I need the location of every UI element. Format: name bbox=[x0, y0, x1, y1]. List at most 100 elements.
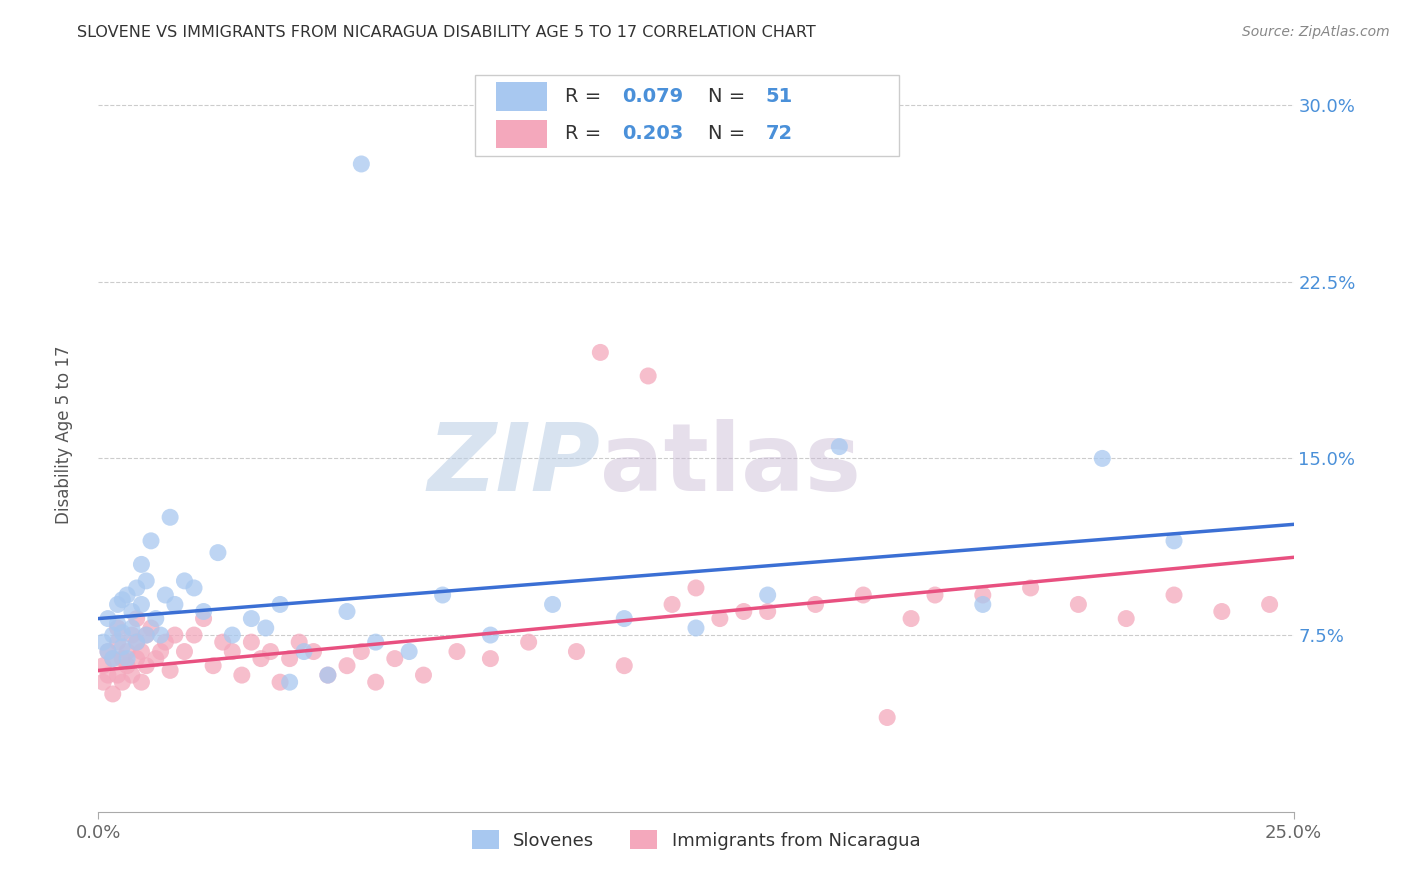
Point bbox=[131, 558, 153, 572]
Point bbox=[613, 611, 636, 625]
Point bbox=[125, 611, 148, 625]
Point bbox=[155, 635, 177, 649]
Point bbox=[1163, 588, 1185, 602]
Point bbox=[240, 635, 263, 649]
Legend: Slovenes, Immigrants from Nicaragua: Slovenes, Immigrants from Nicaragua bbox=[464, 823, 928, 857]
Point bbox=[163, 628, 186, 642]
Point bbox=[733, 605, 755, 619]
Point bbox=[107, 635, 129, 649]
Point bbox=[1115, 611, 1137, 625]
Point bbox=[316, 668, 339, 682]
Text: 72: 72 bbox=[765, 125, 793, 144]
Bar bbox=[496, 120, 547, 148]
Point bbox=[101, 651, 124, 665]
Text: R =: R = bbox=[565, 125, 607, 144]
Point bbox=[107, 616, 129, 631]
Point bbox=[900, 611, 922, 625]
Point bbox=[269, 675, 291, 690]
Point bbox=[288, 635, 311, 649]
Point bbox=[1091, 451, 1114, 466]
Point bbox=[159, 664, 181, 678]
Point bbox=[163, 598, 186, 612]
Point bbox=[91, 675, 114, 690]
Point bbox=[661, 598, 683, 612]
Text: 0.203: 0.203 bbox=[621, 125, 683, 144]
Point bbox=[101, 628, 124, 642]
Point bbox=[97, 611, 120, 625]
FancyBboxPatch shape bbox=[475, 75, 900, 156]
Point bbox=[97, 644, 120, 658]
Point bbox=[637, 368, 659, 383]
Point bbox=[221, 628, 243, 642]
Point bbox=[173, 644, 195, 658]
Point bbox=[121, 668, 143, 682]
Text: ZIP: ZIP bbox=[427, 419, 600, 511]
Text: N =: N = bbox=[709, 125, 751, 144]
Point bbox=[121, 621, 143, 635]
Point bbox=[139, 533, 162, 548]
Point bbox=[565, 644, 588, 658]
Point bbox=[589, 345, 612, 359]
Point bbox=[183, 628, 205, 642]
Point bbox=[972, 588, 994, 602]
Point bbox=[135, 628, 157, 642]
Y-axis label: Disability Age 5 to 17: Disability Age 5 to 17 bbox=[55, 345, 73, 524]
Point bbox=[231, 668, 253, 682]
Point bbox=[145, 651, 167, 665]
Point bbox=[149, 628, 172, 642]
Point bbox=[211, 635, 233, 649]
Point bbox=[613, 658, 636, 673]
Point bbox=[125, 635, 148, 649]
Point bbox=[250, 651, 273, 665]
Point bbox=[101, 687, 124, 701]
Point bbox=[131, 675, 153, 690]
Point bbox=[173, 574, 195, 588]
Point bbox=[240, 611, 263, 625]
Point bbox=[446, 644, 468, 658]
Point bbox=[432, 588, 454, 602]
Point bbox=[364, 635, 387, 649]
Point bbox=[115, 644, 138, 658]
Point bbox=[292, 644, 315, 658]
Point bbox=[125, 635, 148, 649]
Point bbox=[207, 546, 229, 560]
Point bbox=[91, 635, 114, 649]
Point bbox=[111, 625, 134, 640]
Point bbox=[828, 440, 851, 454]
Point bbox=[115, 651, 138, 665]
Point bbox=[336, 658, 359, 673]
Point bbox=[121, 605, 143, 619]
Point bbox=[183, 581, 205, 595]
Point bbox=[97, 668, 120, 682]
Point bbox=[111, 592, 134, 607]
Point bbox=[1163, 533, 1185, 548]
Point bbox=[269, 598, 291, 612]
Point bbox=[479, 628, 502, 642]
Point bbox=[145, 611, 167, 625]
Point bbox=[202, 658, 225, 673]
Point bbox=[107, 621, 129, 635]
Point bbox=[412, 668, 434, 682]
Point bbox=[685, 581, 707, 595]
Point bbox=[756, 588, 779, 602]
Text: 0.079: 0.079 bbox=[621, 87, 683, 106]
Point bbox=[107, 668, 129, 682]
Point bbox=[131, 644, 153, 658]
Point bbox=[804, 598, 827, 612]
Point bbox=[398, 644, 420, 658]
Text: atlas: atlas bbox=[600, 419, 862, 511]
Point bbox=[278, 651, 301, 665]
Point bbox=[1067, 598, 1090, 612]
Point bbox=[479, 651, 502, 665]
Point bbox=[517, 635, 540, 649]
Point bbox=[350, 644, 373, 658]
Text: R =: R = bbox=[565, 87, 607, 106]
Point bbox=[193, 605, 215, 619]
Point bbox=[254, 621, 277, 635]
Point bbox=[221, 644, 243, 658]
Point bbox=[111, 640, 134, 654]
Point bbox=[111, 675, 134, 690]
Point bbox=[97, 644, 120, 658]
Point bbox=[302, 644, 325, 658]
Point bbox=[193, 611, 215, 625]
